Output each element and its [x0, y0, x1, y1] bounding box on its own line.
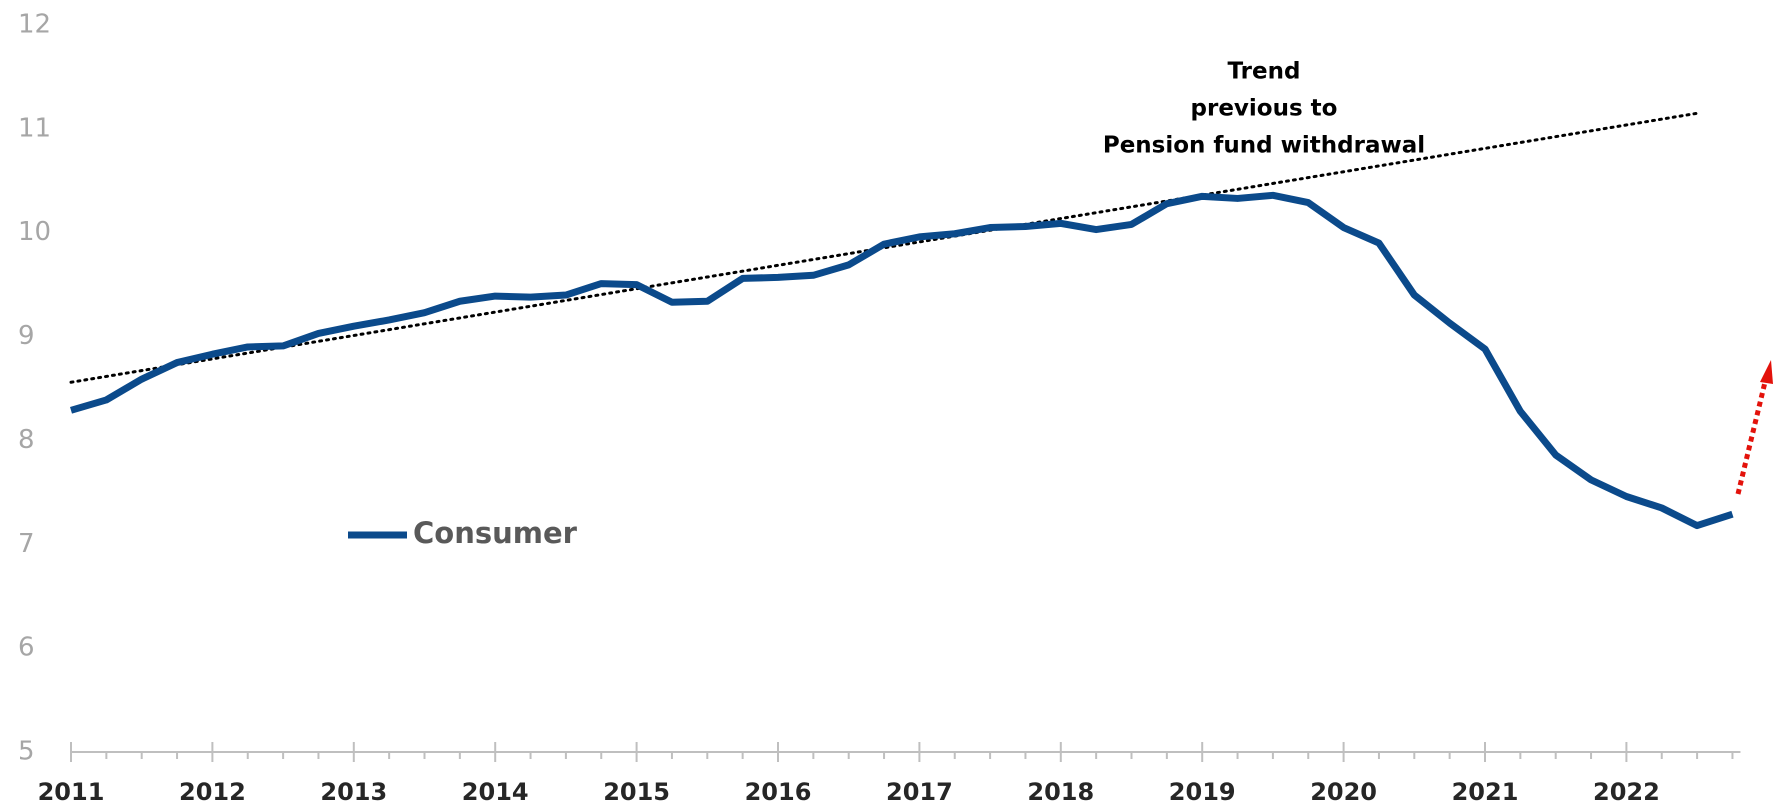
x-tick-label: 2011 [38, 778, 105, 806]
x-tick-label: 2015 [603, 778, 670, 806]
y-tick-label: 6 [18, 633, 35, 663]
series-line [70, 191, 1734, 530]
x-tick-label: 2020 [1310, 778, 1377, 806]
y-tick-label: 11 [18, 113, 51, 143]
y-tick-label: 12 [18, 10, 51, 40]
x-tick-label: 2021 [1452, 778, 1519, 806]
arrow-shaft [1735, 377, 1769, 495]
x-tick-label: 2017 [886, 778, 953, 806]
y-tick-label: 10 [18, 217, 51, 247]
y-tick-label: 9 [18, 321, 35, 351]
y-tick-label: 8 [18, 425, 35, 455]
legend-label: Consumer [413, 516, 578, 550]
y-tick-label: 5 [18, 737, 35, 767]
x-tick-label: 2018 [1027, 778, 1094, 806]
x-tick-label: 2013 [320, 778, 387, 806]
arrow-head [1760, 360, 1773, 384]
annotation-text: previous to [1191, 96, 1338, 122]
x-tick-label: 2016 [745, 778, 812, 806]
y-tick-label: 7 [18, 529, 35, 559]
annotation-text: Trend [1228, 59, 1301, 85]
annotation-text: Pension fund withdrawal [1103, 133, 1425, 159]
trend-line [69, 111, 1699, 384]
x-tick-label: 2012 [179, 778, 246, 806]
x-tick-label: 2022 [1593, 778, 1660, 806]
x-tick-label: 2019 [1169, 778, 1236, 806]
x-tick-label: 2014 [462, 778, 529, 806]
